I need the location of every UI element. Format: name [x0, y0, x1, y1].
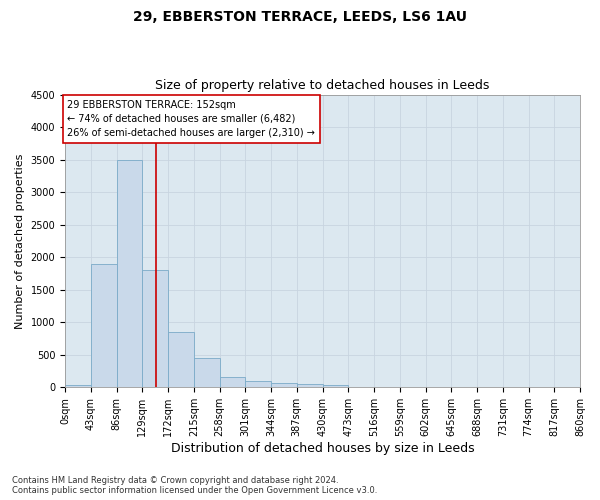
Text: Contains HM Land Registry data © Crown copyright and database right 2024.
Contai: Contains HM Land Registry data © Crown c…: [12, 476, 377, 495]
Bar: [271, 383, 297, 388]
Bar: [142, 270, 168, 388]
Bar: [297, 384, 323, 388]
Bar: [194, 358, 220, 388]
Y-axis label: Number of detached properties: Number of detached properties: [15, 154, 25, 328]
X-axis label: Distribution of detached houses by size in Leeds: Distribution of detached houses by size …: [171, 442, 475, 455]
Bar: [65, 386, 91, 388]
Bar: [323, 384, 348, 388]
Bar: [245, 382, 271, 388]
Bar: [168, 332, 194, 388]
Bar: [91, 264, 116, 388]
Text: 29, EBBERSTON TERRACE, LEEDS, LS6 1AU: 29, EBBERSTON TERRACE, LEEDS, LS6 1AU: [133, 10, 467, 24]
Text: 29 EBBERSTON TERRACE: 152sqm
← 74% of detached houses are smaller (6,482)
26% of: 29 EBBERSTON TERRACE: 152sqm ← 74% of de…: [67, 100, 315, 138]
Bar: [220, 377, 245, 388]
Bar: [116, 160, 142, 388]
Title: Size of property relative to detached houses in Leeds: Size of property relative to detached ho…: [155, 79, 490, 92]
